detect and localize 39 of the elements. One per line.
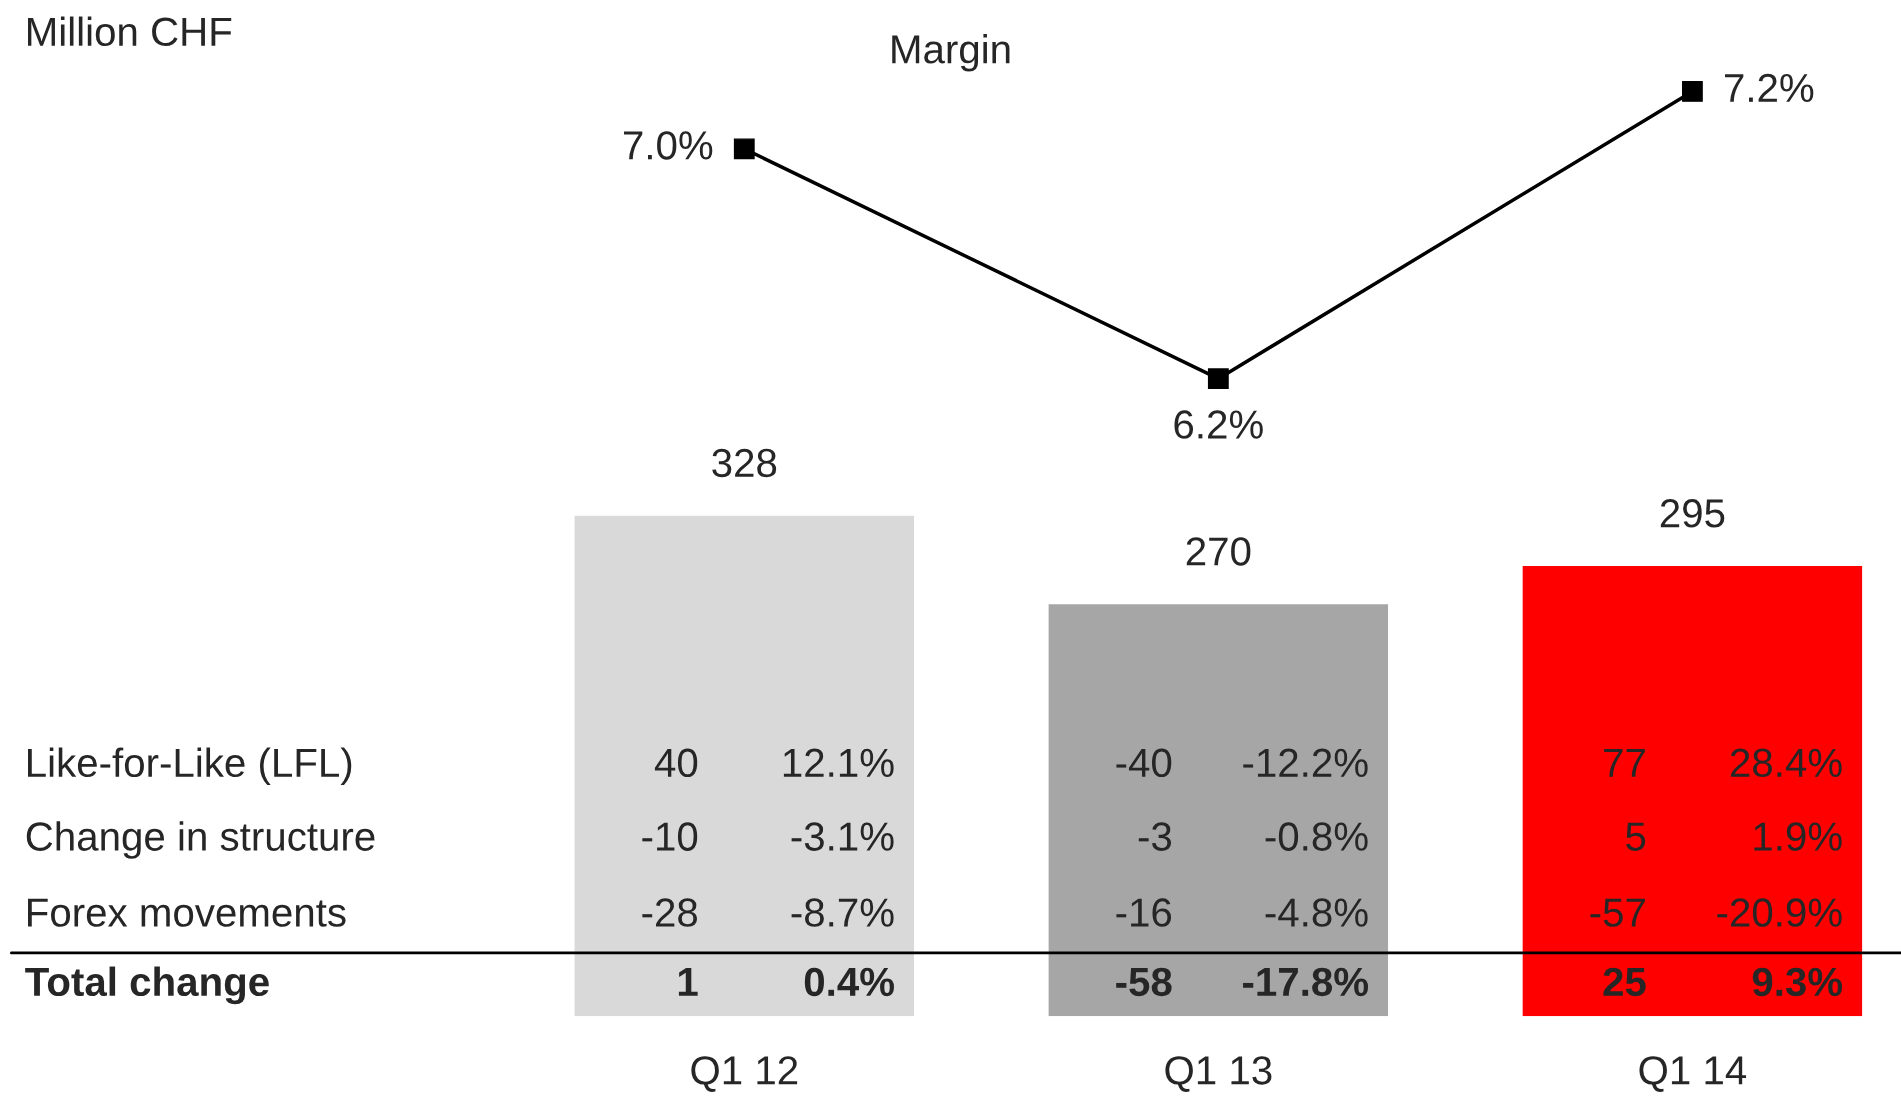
- x-tick-label: Q1 12: [691, 1056, 798, 1092]
- annotation: -58: [1116, 967, 1172, 997]
- annotation: -3.1%: [791, 822, 894, 851]
- annotation: -57: [1590, 898, 1645, 927]
- annotation: -12.2%: [1243, 748, 1368, 777]
- annotation: 1.9%: [1754, 822, 1842, 851]
- text: Total change: [25, 966, 269, 1005]
- data-label: 270: [1186, 537, 1251, 566]
- annotation: -28: [642, 898, 698, 927]
- annotation: 28.4%: [1730, 748, 1842, 778]
- data-label: 295: [1660, 499, 1725, 528]
- annotation: -4.8%: [1265, 898, 1368, 927]
- annotation: 5: [1626, 822, 1646, 851]
- data-label: 328: [712, 448, 777, 478]
- annotation: -40: [1116, 748, 1172, 778]
- text: Like-for-Like (LFL): [28, 747, 352, 786]
- annotation: -20.9%: [1717, 898, 1842, 927]
- annotation: -0.8%: [1265, 822, 1368, 851]
- annotation: -17.8%: [1243, 967, 1369, 997]
- data-label: 7.0%: [623, 131, 713, 160]
- annotation: -16: [1116, 898, 1172, 927]
- annotation: 1: [678, 968, 698, 996]
- x-tick-label: Q1 14: [1639, 1056, 1747, 1092]
- annotation: 12.1%: [783, 748, 894, 777]
- chart-title: Margin: [892, 33, 1010, 72]
- x-tick-label: Q1 13: [1165, 1056, 1272, 1092]
- data-label: 7.2%: [1725, 73, 1814, 103]
- annotation: 0.4%: [804, 967, 894, 997]
- annotation: -10: [642, 822, 698, 851]
- annotation: 25: [1603, 967, 1646, 997]
- annotation: 77: [1604, 749, 1645, 777]
- data-label: 6.2%: [1174, 410, 1263, 439]
- annotation: 9.3%: [1752, 967, 1843, 997]
- text: Million CHF: [28, 16, 232, 47]
- annotation: -3: [1138, 822, 1172, 851]
- text: Change in structure: [26, 821, 375, 859]
- text: Forex movements: [28, 898, 346, 927]
- annotation: 40: [654, 748, 698, 778]
- annotation: -8.7%: [791, 898, 894, 927]
